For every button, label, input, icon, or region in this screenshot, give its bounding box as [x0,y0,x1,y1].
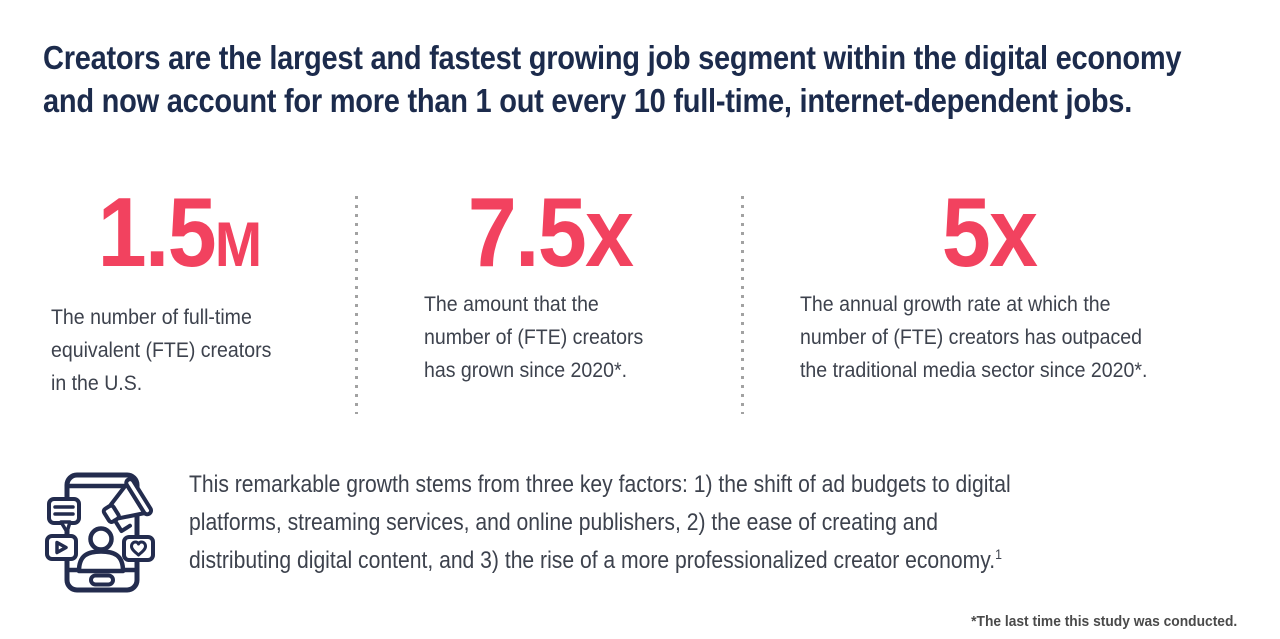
dotted-divider [355,196,358,414]
growth-note-text: This remarkable growth stems from three … [189,466,1011,580]
stat-fte-creators: 1.5M The number of full-time equivalent … [43,183,355,400]
stat-description: The annual growth rate at which the numb… [800,293,1148,382]
stat-growth-rate: 5x The annual growth rate at which the n… [744,183,1178,387]
stat-description: The amount that the number of (FTE) crea… [424,293,644,382]
stat-value: 1.5M [64,183,294,285]
footnote-reference: 1 [995,546,1002,562]
play-button-icon [45,534,78,561]
stat-description: The number of full-time equivalent (FTE)… [51,306,272,395]
stat-suffix: x [989,177,1038,287]
stat-number-text: 7.5 [467,177,587,287]
person-icon [76,526,126,574]
stat-suffix: M [214,210,262,280]
stat-value: 5x [819,183,1159,281]
dotted-divider [741,196,744,414]
stats-row: 1.5M The number of full-time equivalent … [43,183,1178,414]
page-title: Creators are the largest and fastest gro… [43,39,1182,119]
growth-note-section: This remarkable growth stems from three … [45,458,1123,598]
megaphone-icon [101,477,154,534]
heart-icon [122,535,155,562]
stat-suffix: x [584,177,634,287]
speech-bubble-icon [47,497,81,534]
stat-number-text: 1.5 [97,177,217,287]
stat-value: 7.5x [437,183,664,281]
smartphone-creator-icon [45,472,155,593]
stat-growth-multiple: 7.5x The amount that the number of (FTE)… [358,183,741,387]
stat-number-text: 5 [941,177,991,287]
growth-note-body: This remarkable growth stems from three … [189,471,1011,574]
study-footnote: *The last time this study was conducted. [970,613,1237,630]
